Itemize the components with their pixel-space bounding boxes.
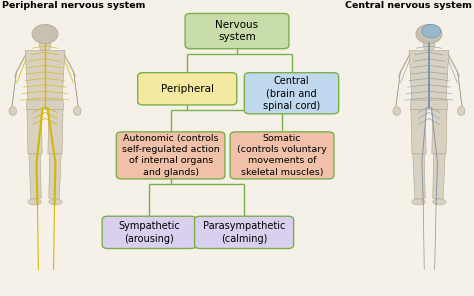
FancyBboxPatch shape <box>117 132 225 179</box>
Ellipse shape <box>412 199 425 205</box>
Polygon shape <box>409 50 449 101</box>
Ellipse shape <box>416 25 442 44</box>
Ellipse shape <box>9 107 17 115</box>
Polygon shape <box>14 53 26 77</box>
Polygon shape <box>413 154 425 198</box>
Ellipse shape <box>73 107 81 115</box>
FancyBboxPatch shape <box>137 73 237 105</box>
Polygon shape <box>26 100 64 110</box>
Polygon shape <box>27 110 42 154</box>
Polygon shape <box>48 110 63 154</box>
Polygon shape <box>49 154 61 198</box>
Polygon shape <box>12 71 17 107</box>
Ellipse shape <box>422 24 441 38</box>
Polygon shape <box>448 53 460 77</box>
Ellipse shape <box>49 199 62 205</box>
Text: Peripheral nervous system: Peripheral nervous system <box>2 1 146 10</box>
Polygon shape <box>396 71 401 107</box>
Ellipse shape <box>393 107 401 115</box>
FancyBboxPatch shape <box>194 216 293 249</box>
FancyBboxPatch shape <box>185 13 289 49</box>
Ellipse shape <box>32 25 58 44</box>
Polygon shape <box>423 44 435 50</box>
Ellipse shape <box>433 199 446 205</box>
Text: Peripheral: Peripheral <box>161 84 214 94</box>
Polygon shape <box>29 154 41 198</box>
Polygon shape <box>64 53 76 77</box>
FancyBboxPatch shape <box>102 216 196 249</box>
Text: Nervous
system: Nervous system <box>216 20 258 42</box>
Polygon shape <box>25 50 65 101</box>
Ellipse shape <box>28 199 41 205</box>
Polygon shape <box>410 100 448 110</box>
Polygon shape <box>39 44 51 50</box>
Polygon shape <box>457 71 462 107</box>
FancyBboxPatch shape <box>245 73 338 114</box>
Polygon shape <box>433 154 445 198</box>
FancyBboxPatch shape <box>230 132 334 179</box>
Polygon shape <box>432 110 447 154</box>
Text: Somatic
(controls voluntary
movements of
skeletal muscles): Somatic (controls voluntary movements of… <box>237 134 327 176</box>
Polygon shape <box>398 53 410 77</box>
Text: Parasympathetic
(calming): Parasympathetic (calming) <box>203 221 285 244</box>
Text: Central
(brain and
spinal cord): Central (brain and spinal cord) <box>263 76 320 111</box>
Text: Central nervous system: Central nervous system <box>345 1 472 10</box>
Text: Sympathetic
(arousing): Sympathetic (arousing) <box>118 221 180 244</box>
Polygon shape <box>411 110 426 154</box>
Text: Autonomic (controls
self-regulated action
of internal organs
and glands): Autonomic (controls self-regulated actio… <box>122 134 219 176</box>
Ellipse shape <box>457 107 465 115</box>
Polygon shape <box>73 71 78 107</box>
